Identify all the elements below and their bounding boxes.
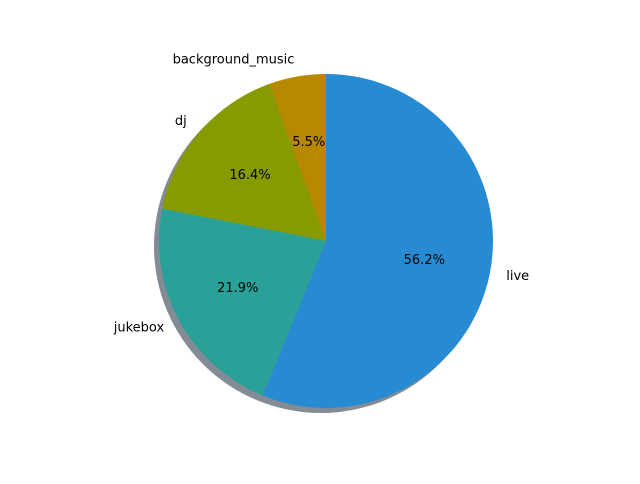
pie-slice-jukebox [159,208,326,396]
slice-percent-live: 56.2% [404,253,445,268]
slice-label-dj: dj [175,114,187,129]
pie-labels: background_music 5.5% dj 16.4% jukebox 21.9% l… [113,53,529,336]
pie-slice-dj [162,83,326,241]
slice-label-background-music: background_music [173,53,295,68]
slice-label-jukebox: jukebox [113,320,165,335]
slice-percent-dj: 16.4% [229,168,270,183]
slice-label-live: live [506,269,529,284]
pie-slices [159,74,494,408]
pie-slice-live [262,74,494,408]
slice-percent-jukebox: 21.9% [217,281,258,296]
pie-slice-background-music [269,74,326,241]
slice-percent-background-music: 5.5% [292,135,325,150]
